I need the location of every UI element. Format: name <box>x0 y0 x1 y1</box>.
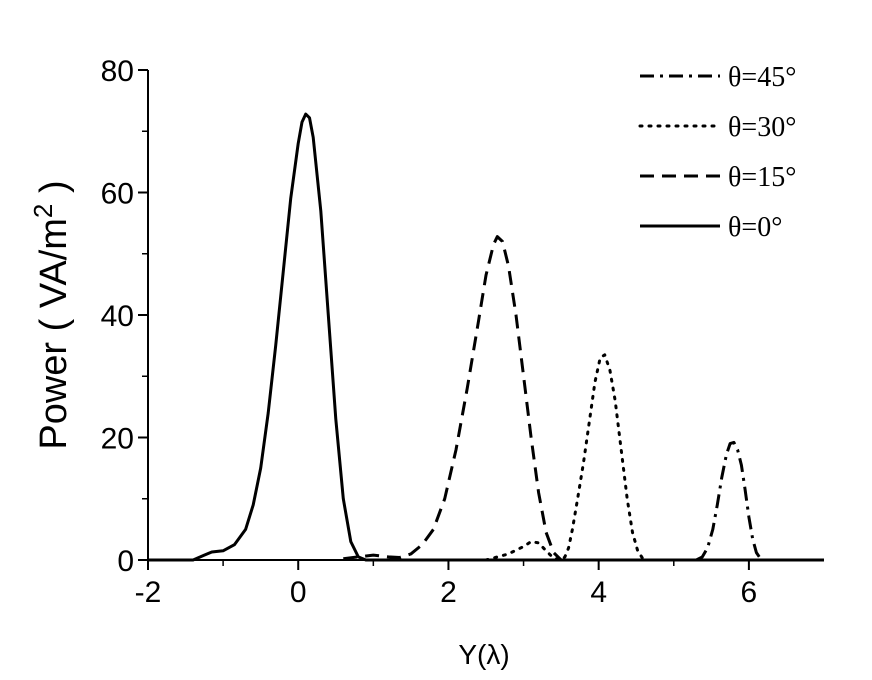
y-tick-label: 80 <box>101 55 134 88</box>
x-tick-label: -2 <box>135 576 162 609</box>
legend-label-2: θ=15° <box>728 162 796 193</box>
x-tick-label: 4 <box>590 576 607 609</box>
legend-label-1: θ=30° <box>728 112 796 143</box>
x-tick-label: 2 <box>440 576 457 609</box>
y-axis-label-main: Power ( VA/m <box>33 218 75 450</box>
legend: θ=45° θ=30° θ=15° θ=0° <box>638 62 796 243</box>
legend-label-3: θ=0° <box>728 212 782 243</box>
series-line-2 <box>343 235 563 562</box>
y-tick-label: 60 <box>101 178 134 211</box>
series-line-1 <box>484 353 646 562</box>
y-axis-label: Power ( VA/m2 ) <box>28 180 75 449</box>
axes <box>147 70 824 561</box>
x-axis-label: Y(λ) <box>458 639 509 670</box>
y-tick-label: 0 <box>117 545 134 578</box>
y-axis-label-group: Power ( VA/m2 ) <box>28 180 75 449</box>
series-line-0 <box>695 440 765 562</box>
series-layer <box>148 112 824 562</box>
y-tick-label: 20 <box>101 423 134 456</box>
x-tick-label: 0 <box>290 576 307 609</box>
legend-label-0: θ=45° <box>728 62 796 93</box>
y-axis-label-superscript: 2 <box>28 204 58 218</box>
y-axis-label-end: ) <box>33 180 75 203</box>
y-tick-label: 40 <box>101 300 134 333</box>
x-tick-label: 6 <box>741 576 758 609</box>
series-line-3 <box>148 112 824 562</box>
